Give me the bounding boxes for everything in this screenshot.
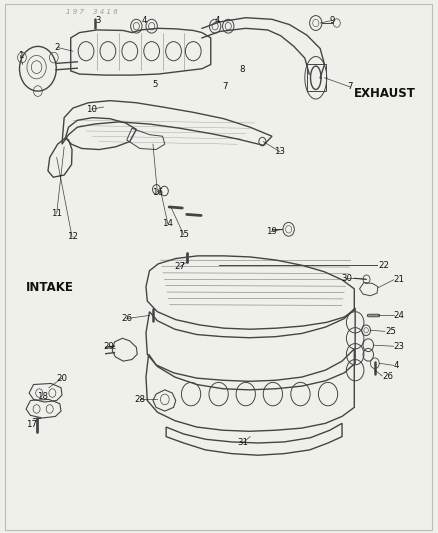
Text: 8: 8	[239, 66, 244, 74]
Text: 3: 3	[95, 17, 101, 26]
Text: 7: 7	[346, 82, 352, 91]
Text: 1: 1	[18, 51, 23, 60]
Text: 29: 29	[102, 342, 113, 351]
Text: 4: 4	[141, 17, 147, 26]
Text: 23: 23	[393, 342, 404, 351]
Text: 26: 26	[121, 314, 132, 323]
Text: 28: 28	[134, 395, 145, 404]
Text: 2: 2	[55, 43, 60, 52]
Text: 18: 18	[37, 392, 48, 401]
Text: 19: 19	[265, 227, 276, 236]
Text: INTAKE: INTAKE	[26, 281, 74, 294]
Text: 17: 17	[26, 420, 37, 429]
Text: 5: 5	[152, 80, 158, 89]
Text: 11: 11	[51, 209, 62, 218]
Text: 31: 31	[237, 439, 247, 448]
Text: 30: 30	[340, 273, 351, 282]
Text: 26: 26	[381, 372, 392, 381]
Text: 21: 21	[393, 275, 404, 284]
Text: 20: 20	[57, 374, 67, 383]
Text: 22: 22	[377, 261, 388, 270]
Text: 13: 13	[274, 147, 285, 156]
Text: 24: 24	[393, 311, 404, 320]
Text: 15: 15	[178, 230, 189, 239]
Text: 4: 4	[215, 17, 220, 26]
Text: 10: 10	[86, 104, 97, 114]
Text: 16: 16	[152, 188, 162, 197]
Text: EXHAUST: EXHAUST	[353, 87, 415, 100]
Text: 27: 27	[174, 262, 185, 271]
Text: 14: 14	[162, 220, 173, 229]
Text: 12: 12	[67, 232, 78, 241]
Text: 4: 4	[393, 361, 398, 370]
Text: 1 9 7    3 4 1 6: 1 9 7 3 4 1 6	[66, 9, 118, 15]
Text: 9: 9	[329, 16, 334, 25]
Text: 25: 25	[384, 327, 395, 336]
Text: 7: 7	[222, 82, 227, 91]
